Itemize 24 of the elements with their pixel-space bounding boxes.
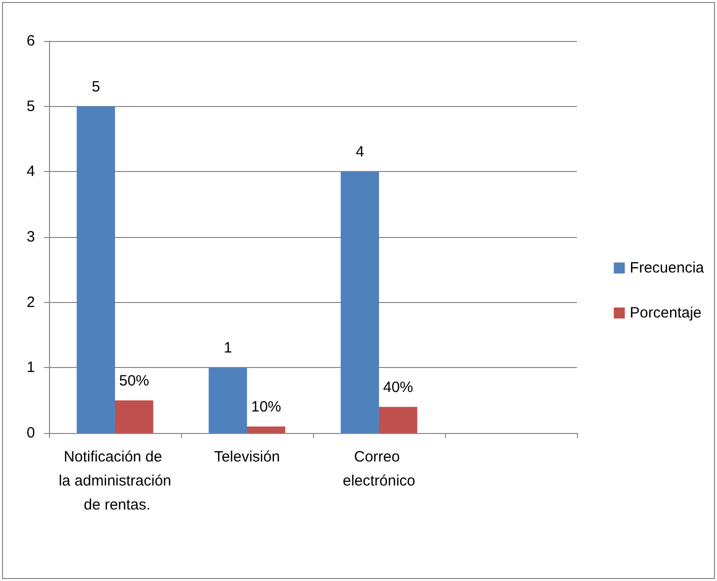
data-label: 4: [356, 144, 364, 161]
y-tick-label: 0: [26, 424, 35, 442]
x-tick-label: Televisión: [214, 448, 280, 466]
bar: [115, 400, 154, 433]
y-tick-label: 2: [26, 294, 35, 311]
bar: [379, 406, 418, 433]
y-tick-label: 3: [26, 228, 35, 246]
y-tick-label: 6: [26, 32, 35, 50]
data-label: 50%: [119, 372, 150, 390]
data-label: 40%: [383, 378, 414, 396]
bar: [247, 426, 286, 433]
bar: [208, 368, 247, 433]
y-tick-label: 1: [26, 359, 35, 376]
x-tick-label: Notificación de la administración de rentas.: [58, 448, 172, 514]
data-label: 10%: [251, 398, 282, 416]
y-tick-label: 4: [26, 163, 35, 180]
bar: [340, 172, 379, 433]
x-tick-label: Correo electrónico: [342, 448, 416, 490]
legend-label: Frecuencia: [630, 260, 705, 276]
bar: [76, 106, 115, 433]
y-tick-label: 5: [26, 98, 35, 115]
data-label: 1: [224, 340, 232, 357]
data-label: 5: [92, 78, 100, 96]
legend-label: Porcentaje: [630, 304, 702, 322]
